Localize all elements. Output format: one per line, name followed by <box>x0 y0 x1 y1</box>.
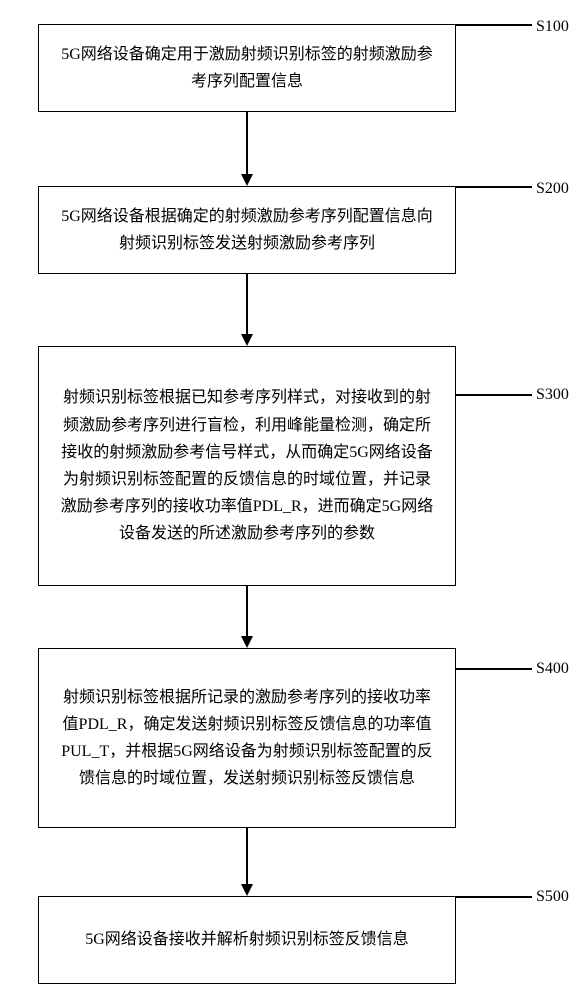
label-connector-s500 <box>456 896 532 898</box>
step-text: 射频识别标签根据已知参考序列样式，对接收到的射频激励参考序列进行盲检，利用峰能量… <box>57 384 437 547</box>
arrow-head-s200-s300 <box>241 334 253 346</box>
arrow-head-s300-s400 <box>241 636 253 648</box>
arrow-s400-s500 <box>246 828 248 884</box>
step-text: 5G网络设备确定用于激励射频识别标签的射频激励参考序列配置信息 <box>57 41 437 95</box>
step-text: 5G网络设备接收并解析射频识别标签反馈信息 <box>85 926 409 953</box>
step-label-s200: S200 <box>536 180 569 198</box>
step-box-s300: 射频识别标签根据已知参考序列样式，对接收到的射频激励参考序列进行盲检，利用峰能量… <box>38 346 456 586</box>
step-text: 5G网络设备根据确定的射频激励参考序列配置信息向射频识别标签发送射频激励参考序列 <box>57 203 437 257</box>
label-connector-s200 <box>456 186 532 188</box>
step-label-s100: S100 <box>536 18 569 36</box>
arrow-head-s100-s200 <box>241 174 253 186</box>
arrow-s200-s300 <box>246 274 248 334</box>
step-box-s500: 5G网络设备接收并解析射频识别标签反馈信息 <box>38 896 456 984</box>
step-box-s100: 5G网络设备确定用于激励射频识别标签的射频激励参考序列配置信息 <box>38 24 456 112</box>
label-connector-s300 <box>456 394 532 396</box>
step-label-s300: S300 <box>536 386 569 404</box>
step-label-s400: S400 <box>536 660 569 678</box>
label-connector-s400 <box>456 668 532 670</box>
arrow-head-s400-s500 <box>241 884 253 896</box>
arrow-s300-s400 <box>246 586 248 636</box>
step-box-s200: 5G网络设备根据确定的射频激励参考序列配置信息向射频识别标签发送射频激励参考序列 <box>38 186 456 274</box>
step-box-s400: 射频识别标签根据所记录的激励参考序列的接收功率值PDL_R，确定发送射频识别标签… <box>38 648 456 828</box>
step-text: 射频识别标签根据所记录的激励参考序列的接收功率值PDL_R，确定发送射频识别标签… <box>57 684 437 793</box>
flowchart-container: 5G网络设备确定用于激励射频识别标签的射频激励参考序列配置信息 S100 5G网… <box>0 0 585 1000</box>
label-connector-s100 <box>456 24 532 26</box>
arrow-s100-s200 <box>246 112 248 174</box>
step-label-s500: S500 <box>536 888 569 906</box>
